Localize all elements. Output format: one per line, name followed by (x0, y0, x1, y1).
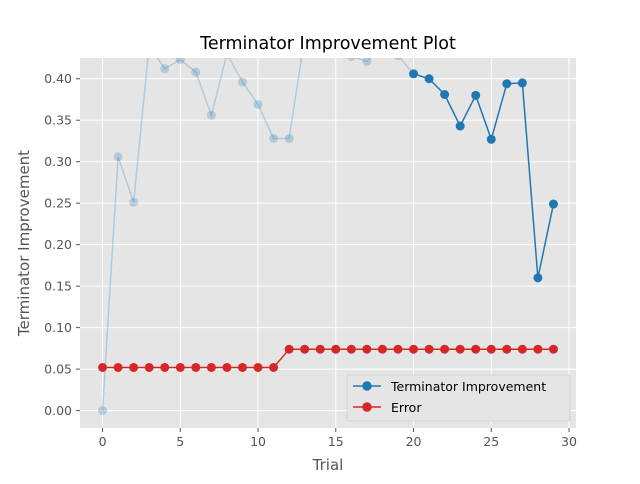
terminator-point (284, 133, 294, 143)
terminator-point (533, 273, 543, 283)
x-tick-label: 25 (483, 434, 499, 449)
terminator-point (440, 90, 450, 100)
terminator-point (347, 58, 356, 61)
error-point (222, 362, 232, 372)
error-point (144, 362, 154, 372)
legend-label-terminator: Terminator Improvement (390, 379, 546, 394)
y-tick-label: 0.35 (44, 113, 72, 128)
terminator-point (237, 77, 247, 87)
y-tick-label: 0.25 (44, 196, 72, 211)
error-point (455, 344, 465, 354)
error-point (486, 344, 496, 354)
error-point (440, 344, 450, 354)
error-point (206, 362, 216, 372)
legend-box (346, 374, 571, 422)
x-axis-label: Trial (312, 456, 344, 474)
x-tick-label: 15 (328, 434, 344, 449)
terminator-line (413, 73, 555, 278)
error-point (284, 344, 294, 354)
terminator-point (548, 199, 558, 209)
terminator-point (253, 99, 263, 109)
terminator-point (362, 58, 372, 66)
terminator-point (502, 79, 512, 89)
plot-area (80, 58, 576, 428)
terminator-point (113, 152, 123, 162)
error-point (346, 344, 356, 354)
error-point (409, 344, 419, 354)
terminator-point (225, 58, 229, 59)
error-point (502, 344, 512, 354)
error-point (393, 344, 403, 354)
terminator-point (394, 58, 402, 61)
chart-title: Terminator Improvement Plot (199, 34, 456, 54)
error-point (191, 362, 201, 372)
x-tick-label: 5 (176, 434, 184, 449)
y-tick-label: 0.40 (44, 71, 72, 86)
error-point (300, 344, 310, 354)
error-point (269, 362, 279, 372)
terminator-point (98, 406, 108, 416)
error-point (533, 344, 543, 354)
legend-marker-terminator (362, 381, 372, 391)
y-tick-label: 0.30 (44, 154, 72, 169)
series-layer (98, 58, 558, 416)
error-point (237, 362, 247, 372)
y-tick-label: 0.10 (44, 320, 72, 335)
terminator-point (409, 69, 419, 79)
x-tick-label: 20 (406, 434, 422, 449)
error-point (98, 362, 108, 372)
y-tick-label: 0.05 (44, 362, 72, 377)
error-point (253, 362, 263, 372)
error-point (377, 344, 387, 354)
error-point (175, 362, 185, 372)
x-tick-label: 30 (561, 434, 577, 449)
legend-label-error: Error (391, 400, 422, 415)
y-tick-label: 0.20 (44, 237, 72, 252)
error-point (113, 362, 123, 372)
error-point (517, 344, 527, 354)
error-point (331, 344, 341, 354)
terminator-point (175, 58, 185, 65)
terminator-point (206, 110, 216, 120)
legend: Terminator Improvement Error (346, 374, 571, 422)
terminator-point (129, 197, 139, 207)
terminator-point (160, 64, 170, 74)
terminator-point (455, 121, 465, 131)
error-point (548, 344, 558, 354)
error-point (129, 362, 139, 372)
y-axis-label: Terminator Improvement (15, 150, 33, 337)
error-point (160, 362, 170, 372)
terminator-point (269, 133, 279, 143)
x-tick-label: 10 (250, 434, 266, 449)
y-tick-label: 0.15 (44, 279, 72, 294)
error-point (315, 344, 325, 354)
x-tick-label: 0 (99, 434, 107, 449)
error-point (424, 344, 434, 354)
y-tick-label: 0.00 (44, 403, 72, 418)
terminator-point (424, 74, 434, 84)
error-point (362, 344, 372, 354)
terminator-point (486, 134, 496, 144)
tick-layer: 0 5 10 15 20 25 30 0.00 0.05 0.10 0.15 0.20 0.25 0.30… (44, 71, 577, 449)
terminator-point (517, 78, 527, 88)
terminator-point (191, 67, 201, 77)
error-point (471, 344, 481, 354)
terminator-line-faded (101, 58, 415, 411)
terminator-point (471, 90, 481, 100)
legend-marker-error (362, 402, 372, 412)
